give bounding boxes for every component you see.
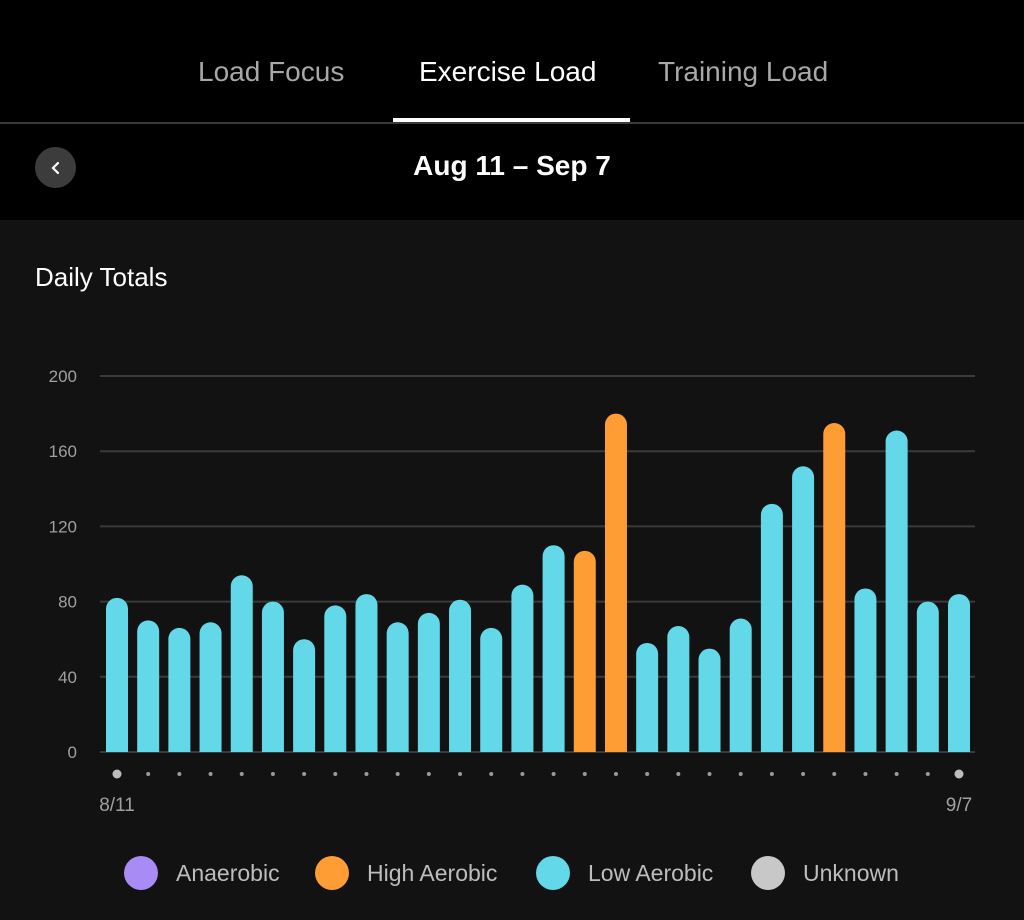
x-tick-dot xyxy=(302,772,307,776)
x-tick-dot xyxy=(395,772,400,776)
bar xyxy=(324,605,347,752)
bar xyxy=(137,620,160,752)
legend-swatch xyxy=(124,856,158,890)
bar xyxy=(230,575,253,752)
bar xyxy=(106,597,128,752)
bar xyxy=(636,642,659,752)
x-tick-dot xyxy=(894,772,899,776)
x-tick-dot xyxy=(208,772,213,776)
x-tick-dot xyxy=(239,772,244,776)
x-tick-dot xyxy=(112,769,122,779)
bar xyxy=(667,626,690,752)
x-tick-dot xyxy=(801,772,806,776)
x-tick-dot xyxy=(676,772,681,776)
tab-load-focus[interactable]: Load Focus xyxy=(198,56,345,87)
bar xyxy=(480,627,503,752)
x-tick-dot xyxy=(769,772,774,776)
bar xyxy=(729,618,752,752)
x-tick-dot xyxy=(458,772,463,776)
legend-item-low-aerobic: Low Aerobic xyxy=(536,856,713,890)
bar xyxy=(511,584,534,752)
x-tick-dot xyxy=(738,772,743,776)
legend-swatch xyxy=(751,856,785,890)
bar xyxy=(542,545,565,752)
y-tick-label: 0 xyxy=(68,743,77,762)
bar xyxy=(604,413,627,752)
x-tick-dot xyxy=(582,772,587,776)
x-tick-dot xyxy=(551,772,556,776)
bar xyxy=(792,466,815,752)
legend: Anaerobic High Aerobic Low Aerobic Unkno… xyxy=(0,856,1024,892)
legend-item-unknown: Unknown xyxy=(751,856,899,890)
x-tick-dot xyxy=(426,772,431,776)
bar xyxy=(261,601,284,752)
x-tick-dot xyxy=(489,772,494,776)
legend-swatch xyxy=(536,856,570,890)
y-tick-label: 120 xyxy=(49,517,77,536)
bar xyxy=(168,627,191,752)
tab-training-load[interactable]: Training Load xyxy=(658,56,829,87)
tab-exercise-load[interactable]: Exercise Load xyxy=(419,56,597,87)
x-tick-dot xyxy=(364,772,369,776)
legend-item-anaerobic: Anaerobic xyxy=(124,856,280,890)
active-tab-indicator xyxy=(393,118,630,122)
x-tick-dot xyxy=(520,772,525,776)
y-tick-label: 40 xyxy=(58,668,77,687)
x-tick-dot xyxy=(613,772,618,776)
bar xyxy=(885,430,908,752)
panel-title: Daily Totals xyxy=(35,262,168,292)
y-tick-label: 80 xyxy=(58,593,77,612)
bar xyxy=(386,622,409,752)
y-tick-label: 200 xyxy=(49,367,77,386)
bar xyxy=(760,503,783,752)
legend-swatch xyxy=(315,856,349,890)
chevron-left-icon xyxy=(50,161,59,174)
bar xyxy=(916,601,939,752)
bar xyxy=(823,423,846,752)
legend-item-high-aerobic: High Aerobic xyxy=(315,856,497,890)
chart-panel: Daily Totals 0 40 80 120 160 200 8/11 9/7 Anaer… xyxy=(0,220,1024,920)
bar xyxy=(293,639,316,752)
bar xyxy=(199,622,222,752)
tab-bar: Load Focus Exercise Load Training Load xyxy=(0,0,1024,124)
x-tick-label: 8/11 xyxy=(99,795,135,816)
x-tick-dot xyxy=(333,772,338,776)
bar xyxy=(417,612,440,752)
bar-chart: 0 40 80 120 160 200 8/11 9/7 xyxy=(49,367,975,816)
x-tick-dot xyxy=(270,772,275,776)
x-tick-label: 9/7 xyxy=(946,795,972,816)
bar xyxy=(948,594,970,752)
previous-range-button[interactable] xyxy=(35,147,76,188)
bar xyxy=(698,648,721,752)
date-range: Aug 11 – Sep 7 xyxy=(413,150,611,181)
x-tick-dot xyxy=(707,772,712,776)
bar xyxy=(355,594,378,752)
bar xyxy=(573,550,596,752)
x-tick-dot xyxy=(832,772,837,776)
x-tick-dot xyxy=(925,772,930,776)
bar xyxy=(449,599,472,752)
x-tick-dot xyxy=(954,769,964,779)
x-tick-dot xyxy=(863,772,868,776)
x-tick-dot xyxy=(177,772,182,776)
x-tick-dot xyxy=(645,772,650,776)
bar xyxy=(854,588,877,752)
x-tick-dot xyxy=(146,772,151,776)
date-navigation: Aug 11 – Sep 7 xyxy=(0,124,1024,220)
y-tick-label: 160 xyxy=(49,442,77,461)
